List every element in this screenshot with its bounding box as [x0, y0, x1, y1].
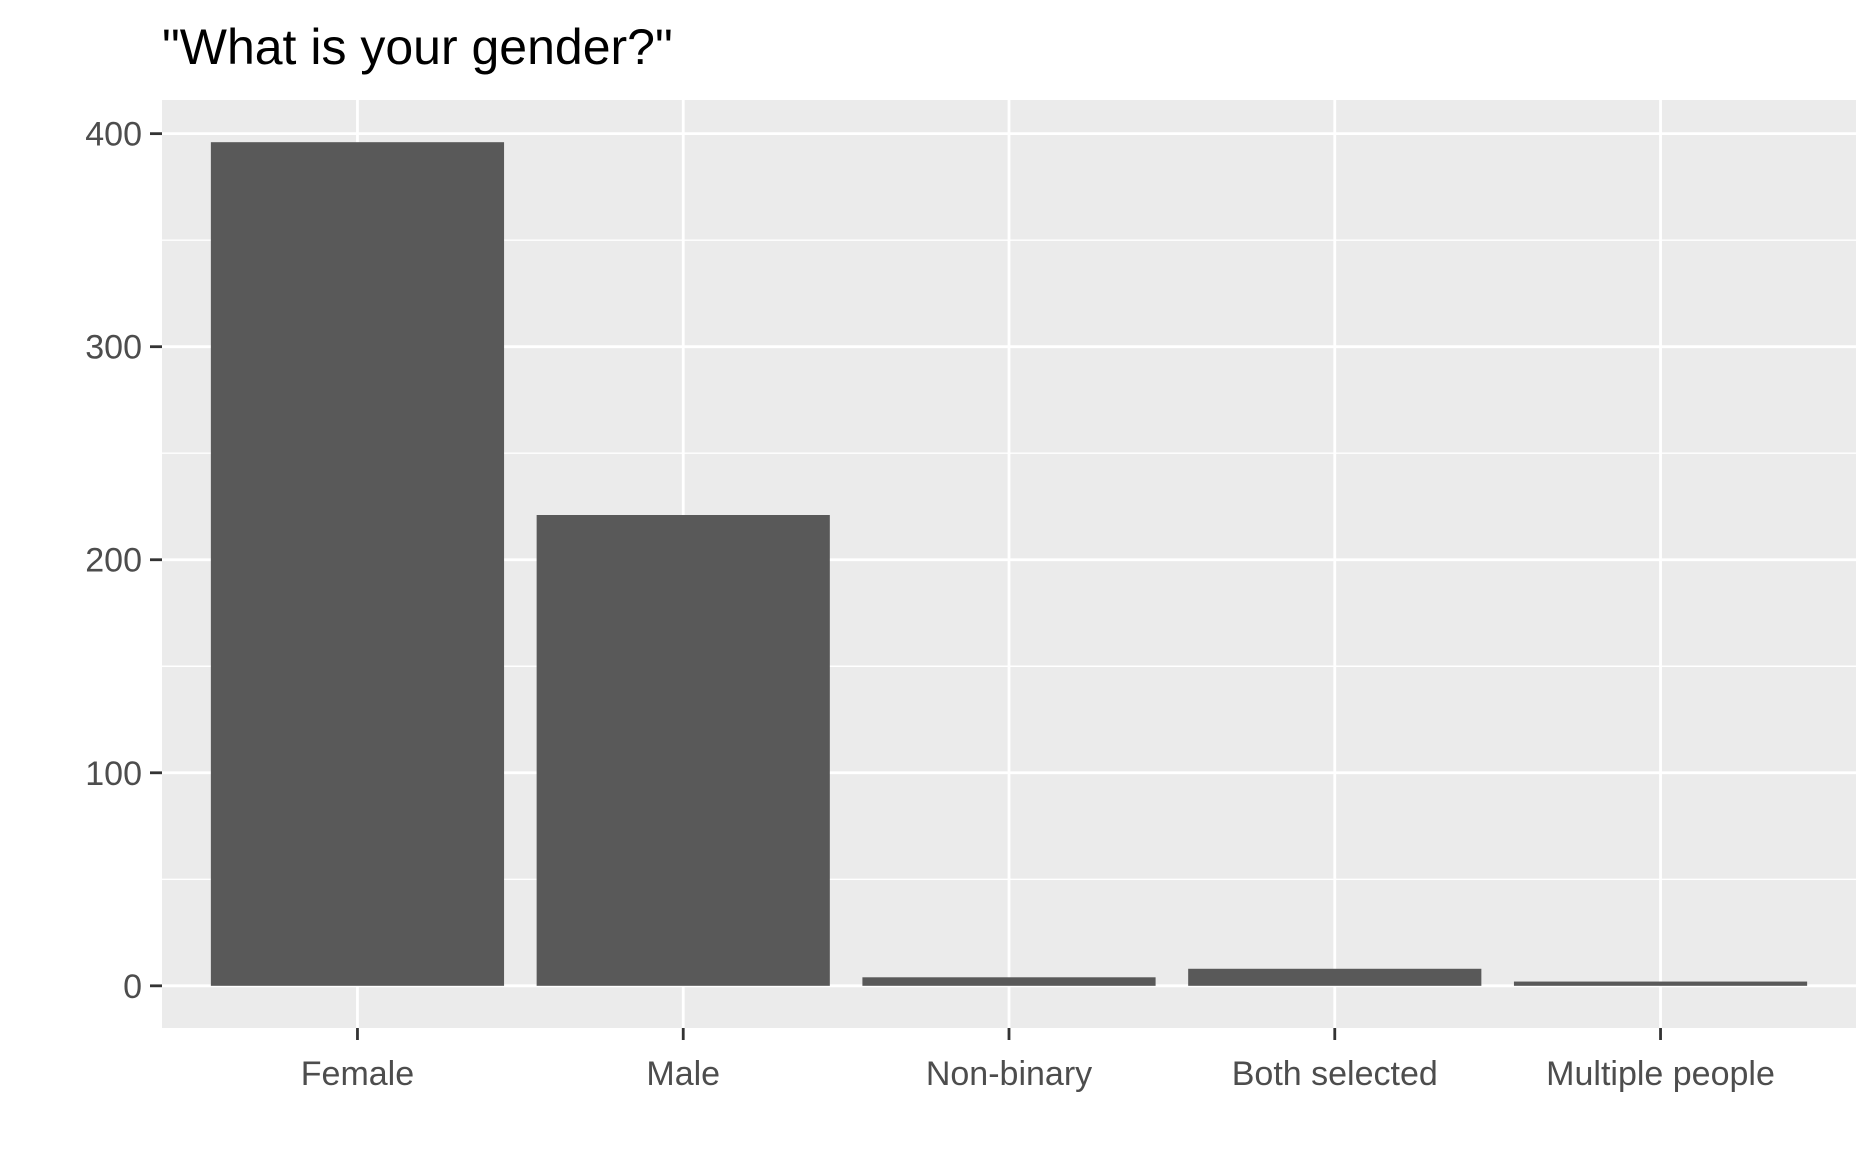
x-axis: Female Male Non-binary Both selected Multipl…: [301, 1028, 1775, 1093]
y-tick-label: 400: [85, 116, 142, 154]
x-tick-label: Female: [301, 1055, 414, 1093]
bar-male: [536, 515, 830, 986]
y-tick-label: 200: [85, 542, 142, 580]
x-tick-label: Male: [646, 1055, 720, 1093]
bar-non-binary: [862, 977, 1156, 986]
y-axis: 0 100 200 300 400: [85, 116, 162, 1006]
y-tick-label: 0: [123, 968, 142, 1006]
chart-title: "What is your gender?": [162, 19, 673, 75]
bars: [210, 142, 1808, 986]
y-tick-label: 300: [85, 329, 142, 367]
x-tick-label: Non-binary: [926, 1055, 1092, 1093]
bar-multiple-people: [1513, 981, 1808, 986]
y-tick-label: 100: [85, 755, 142, 793]
bar-both-selected: [1188, 968, 1482, 986]
x-tick-label: Multiple people: [1546, 1055, 1775, 1093]
x-tick-label: Both selected: [1232, 1055, 1438, 1093]
bar-female: [210, 142, 505, 986]
